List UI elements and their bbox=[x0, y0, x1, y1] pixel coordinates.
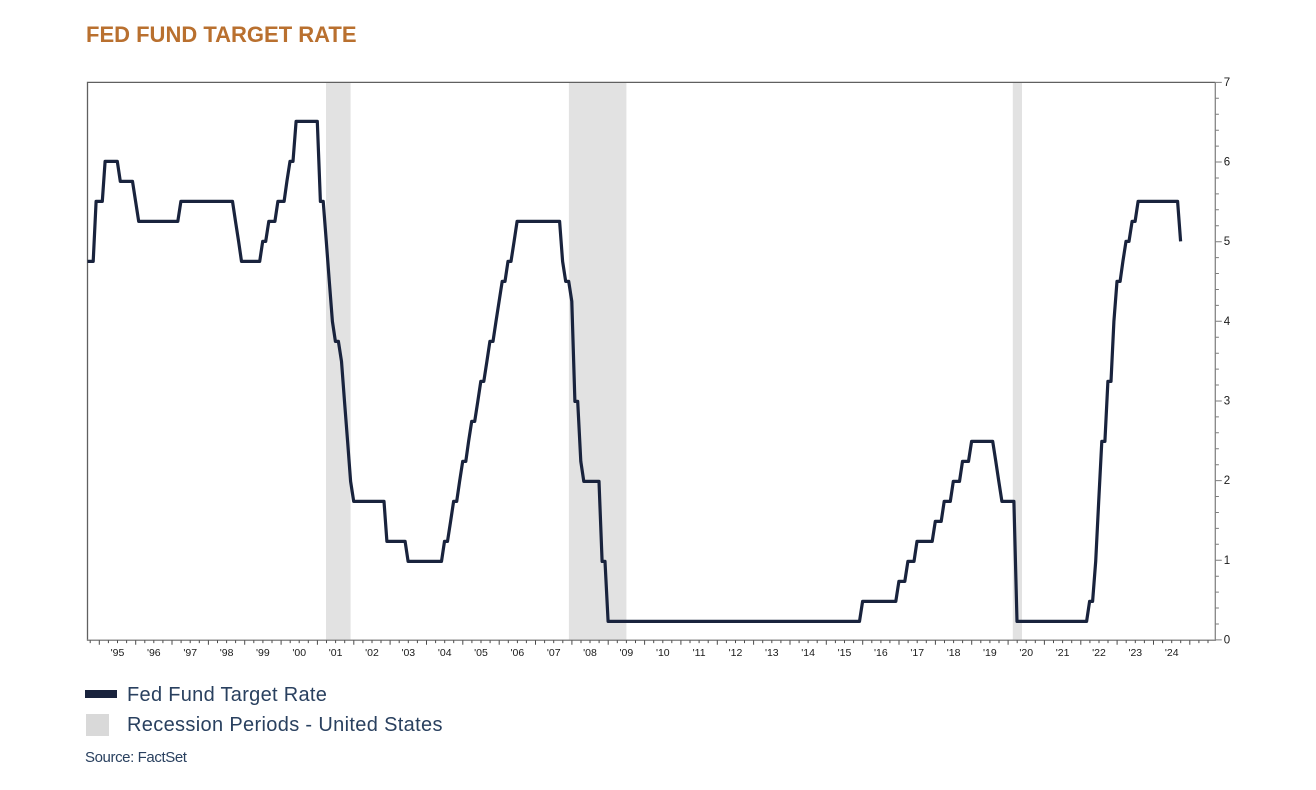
svg-text:'04: '04 bbox=[438, 647, 452, 659]
svg-text:0: 0 bbox=[1224, 634, 1230, 646]
svg-text:'16: '16 bbox=[874, 647, 888, 659]
svg-text:'06: '06 bbox=[511, 647, 525, 659]
svg-text:'98: '98 bbox=[220, 647, 234, 659]
svg-text:'97: '97 bbox=[183, 647, 197, 659]
svg-text:6: 6 bbox=[1224, 157, 1230, 169]
svg-text:'21: '21 bbox=[1056, 647, 1070, 659]
svg-text:'22: '22 bbox=[1092, 647, 1106, 659]
svg-text:7: 7 bbox=[1224, 77, 1230, 89]
svg-text:'13: '13 bbox=[765, 647, 779, 659]
svg-text:5: 5 bbox=[1224, 236, 1230, 248]
svg-text:'20: '20 bbox=[1019, 647, 1033, 659]
svg-text:'24: '24 bbox=[1165, 647, 1179, 659]
svg-text:1: 1 bbox=[1224, 555, 1230, 567]
svg-text:'01: '01 bbox=[329, 647, 343, 659]
svg-text:'14: '14 bbox=[801, 647, 815, 659]
svg-text:'00: '00 bbox=[292, 647, 306, 659]
svg-text:'99: '99 bbox=[256, 647, 270, 659]
svg-text:'17: '17 bbox=[910, 647, 924, 659]
svg-text:2: 2 bbox=[1224, 475, 1230, 487]
svg-text:'95: '95 bbox=[111, 647, 125, 659]
svg-text:'15: '15 bbox=[838, 647, 852, 659]
svg-text:'09: '09 bbox=[620, 647, 634, 659]
svg-text:'02: '02 bbox=[365, 647, 379, 659]
svg-text:'11: '11 bbox=[693, 647, 706, 659]
svg-text:'96: '96 bbox=[147, 647, 161, 659]
svg-text:'03: '03 bbox=[401, 647, 415, 659]
svg-text:'18: '18 bbox=[947, 647, 961, 659]
svg-text:'07: '07 bbox=[547, 647, 561, 659]
svg-text:'23: '23 bbox=[1128, 647, 1142, 659]
svg-text:3: 3 bbox=[1224, 396, 1230, 408]
svg-text:'12: '12 bbox=[729, 647, 743, 659]
svg-text:'19: '19 bbox=[983, 647, 997, 659]
svg-text:'08: '08 bbox=[583, 647, 597, 659]
svg-text:'05: '05 bbox=[474, 647, 488, 659]
svg-text:4: 4 bbox=[1224, 316, 1231, 328]
svg-text:'10: '10 bbox=[656, 647, 670, 659]
